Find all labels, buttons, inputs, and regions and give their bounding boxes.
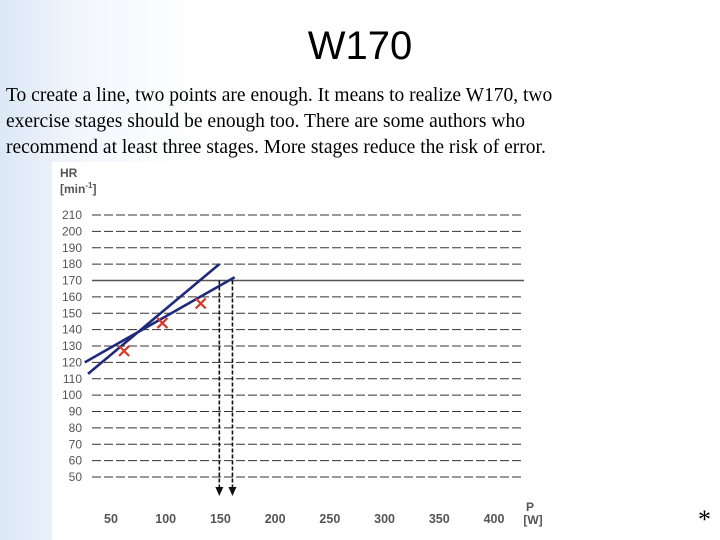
x-tick-label-50: 50	[104, 512, 118, 526]
x-tick-label-300: 300	[374, 512, 395, 526]
x-tick-label-200: 200	[265, 512, 286, 526]
x-tick-label-400: 400	[484, 512, 505, 526]
drop-arrow-1	[215, 487, 224, 496]
slide-body-text: To create a line, two points are enough.…	[6, 83, 706, 161]
axis-labels-layer: 210 200 190 180 170 160 150 140 130 120 110 100 90 80…	[60, 166, 543, 527]
y-tick-label-150: 150	[62, 306, 82, 320]
x-tick-label-150: 150	[210, 512, 231, 526]
fit-line-2	[87, 263, 221, 375]
y-tick-label-110: 110	[63, 372, 82, 386]
body-line-1: To create a line, two points are enough.…	[6, 85, 553, 106]
y-axis-unit-close: ]	[92, 182, 96, 196]
x-tick-label-100: 100	[155, 512, 176, 526]
y-tick-label-90: 90	[69, 405, 83, 419]
y-tick-label-70: 70	[69, 437, 83, 451]
measured-point-2	[156, 317, 169, 329]
y-tick-label-50: 50	[69, 470, 83, 484]
body-line-3: recommend at least three stages. More st…	[6, 137, 546, 158]
drop-arrow-2	[228, 487, 237, 496]
y-axis-unit: [min-1]	[60, 181, 96, 196]
measured-point-3	[194, 297, 207, 310]
measured-points-layer	[118, 297, 207, 357]
x-axis-unit: [W]	[523, 513, 542, 527]
measured-point-2-stroke-b	[156, 317, 169, 329]
y-tick-label-190: 190	[62, 241, 82, 255]
x-tick-label-350: 350	[429, 512, 450, 526]
measured-point-1-stroke-b	[118, 345, 130, 357]
y-tick-label-120: 120	[62, 355, 82, 369]
y-tick-label-180: 180	[62, 257, 82, 271]
y-axis-unit-exponent: -1	[85, 181, 93, 190]
y-tick-label-200: 200	[62, 224, 82, 238]
y-tick-label-130: 130	[62, 339, 82, 353]
footer-mark: *	[698, 505, 711, 534]
body-line-2: exercise stages should be enough too. Th…	[6, 111, 525, 132]
drop-lines-layer	[215, 280, 237, 496]
x-tick-label-250: 250	[319, 512, 340, 526]
y-axis-title: HR	[60, 166, 78, 180]
y-tick-label-140: 140	[62, 323, 82, 337]
grid-layer	[92, 214, 524, 478]
y-tick-label-170: 170	[62, 274, 82, 288]
y-tick-label-210: 210	[62, 208, 82, 222]
y-axis-unit-main: [min	[60, 182, 85, 196]
w170-chart: 210 200 190 180 170 160 150 140 130 120 110 100 90 80…	[60, 166, 543, 527]
y-tick-label-160: 160	[62, 290, 82, 304]
measured-point-3-stroke-b	[194, 297, 207, 310]
y-tick-label-60: 60	[69, 454, 83, 468]
y-tick-label-80: 80	[69, 421, 83, 435]
measured-point-1	[118, 345, 130, 357]
y-tick-label-100: 100	[62, 388, 82, 402]
x-axis-title: P	[526, 500, 534, 514]
slide-title: W170	[307, 24, 413, 68]
chart-panel: 210 200 190 180 170 160 150 140 130 120 110 100 90 80…	[52, 162, 552, 540]
